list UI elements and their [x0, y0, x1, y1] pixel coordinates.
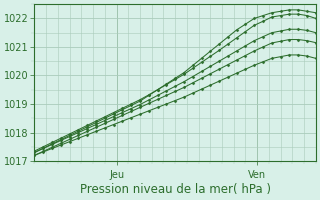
X-axis label: Pression niveau de la mer( hPa ): Pression niveau de la mer( hPa ): [80, 183, 271, 196]
